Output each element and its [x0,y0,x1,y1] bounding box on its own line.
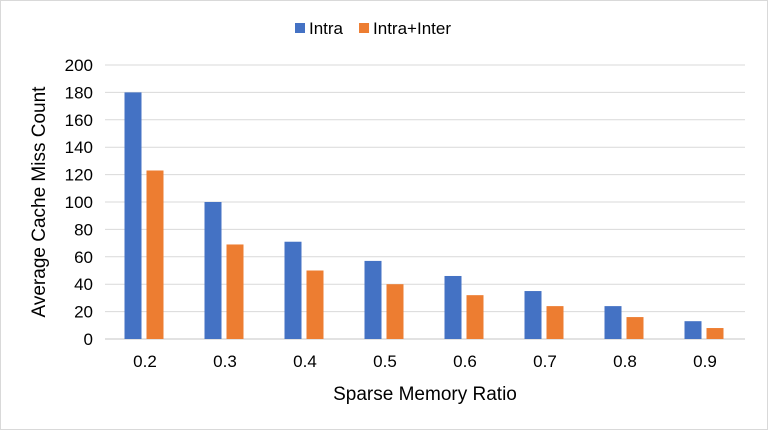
y-tick-label: 60 [74,248,93,267]
x-tick-label: 0.9 [693,352,717,371]
y-tick-label: 180 [65,83,93,102]
bar-intra-0.5 [364,260,382,339]
bar-intra-inter-0.7 [546,306,564,339]
legend-swatch-0 [295,23,305,33]
x-tick-label: 0.3 [213,352,237,371]
bar-intra-inter-0.3 [226,244,244,339]
legend-label-1: Intra+Inter [373,19,451,38]
y-tick-label: 120 [65,166,93,185]
bar-intra-inter-0.9 [706,328,724,339]
bar-intra-0.8 [604,306,622,339]
bar-intra-0.4 [284,241,302,339]
bar-intra-0.7 [524,291,542,339]
bar-intra-inter-0.2 [146,170,164,339]
bar-intra-inter-0.5 [386,284,404,339]
bar-intra-0.3 [204,202,222,339]
y-tick-label: 140 [65,138,93,157]
y-tick-label: 40 [74,275,93,294]
x-tick-label: 0.8 [613,352,637,371]
y-tick-label: 0 [84,330,93,349]
bar-intra-0.6 [444,275,462,339]
x-tick-label: 0.6 [453,352,477,371]
bar-intra-inter-0.4 [306,270,324,339]
legend-label-0: Intra [309,19,344,38]
bar-intra-0.9 [684,321,702,339]
y-tick-label: 160 [65,111,93,130]
bar-intra-inter-0.6 [466,295,484,339]
y-tick-label: 80 [74,220,93,239]
x-tick-label: 0.7 [533,352,557,371]
y-tick-label: 20 [74,303,93,322]
legend-swatch-1 [359,23,370,33]
x-tick-label: 0.5 [373,352,397,371]
bar-intra-inter-0.8 [626,317,644,339]
y-tick-label: 200 [65,56,93,75]
x-tick-label: 0.4 [293,352,317,371]
y-axis-title: Average Cache Miss Count [29,86,50,318]
x-axis-title: Sparse Memory Ratio [333,384,517,405]
bar-intra-0.2 [124,92,142,340]
y-tick-label: 100 [65,193,93,212]
x-tick-label: 0.2 [133,352,157,371]
